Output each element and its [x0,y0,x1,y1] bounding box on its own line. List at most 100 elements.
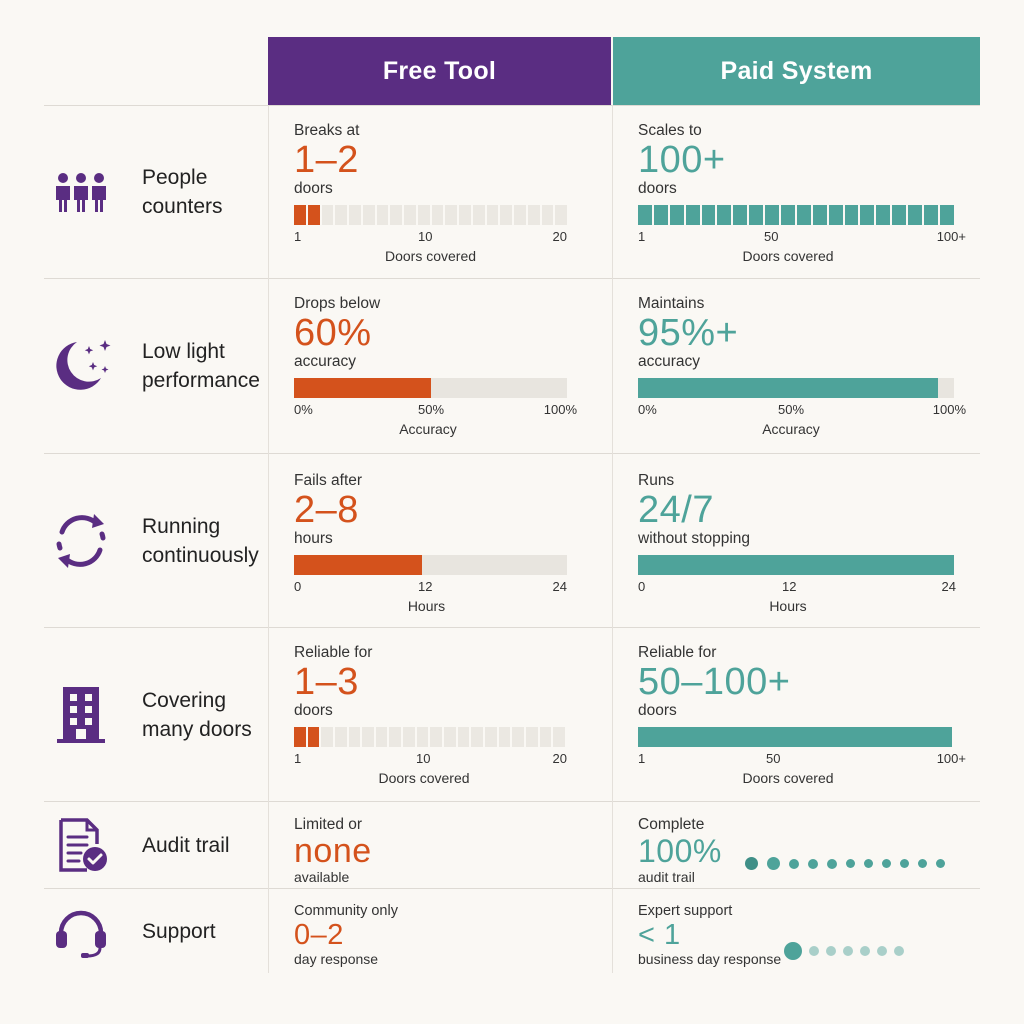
bar-segment [307,205,320,225]
tick-labels: 0% 50% 100% [294,402,577,418]
free-value: 2–8 [294,489,359,531]
bar-segment [765,205,780,225]
bar-segment [828,205,843,225]
bar-segment [749,205,764,225]
free-prefix: Community only [294,903,398,919]
category-label: Low light performance [142,340,260,392]
header-paid-system: Paid System [613,37,980,105]
dot [846,859,855,868]
paid-cell: Maintains 95%+ accuracy 0% 50% 100% Accu… [638,279,968,453]
free-suffix: available [294,869,350,885]
divider [44,801,980,802]
bar-segment [335,205,347,225]
divider [44,888,980,889]
free-cell: Community only 0–2 day response [294,889,574,973]
bar-segment [512,727,524,747]
bar-segment [416,727,429,747]
dot [843,946,853,956]
bar-segment [444,727,456,747]
category: Running continuously [44,454,268,627]
bar-segment [939,205,954,225]
bar-segment [294,205,306,225]
bar-segment [459,205,471,225]
bar-segment [733,205,748,225]
paid-value: 50–100+ [638,661,791,703]
moon-stars-icon [46,336,116,396]
category-label: Running continuously [142,514,259,567]
bar-segment [781,205,795,225]
dot [894,946,904,956]
bar-segment [321,727,333,747]
tick-label: 100+ [936,751,966,766]
header-free-tool: Free Tool [268,37,611,105]
free-prefix: Fails after [294,472,363,489]
support-dots [784,942,904,960]
bar-segment [472,205,485,225]
row-covering-many-doors: Covering many doors Reliable for 1–3 doo… [44,628,980,801]
bar-segment [431,205,444,225]
paid-prefix: Maintains [638,295,705,312]
bar-segment [924,205,938,225]
divider [44,105,980,106]
bar-segment [376,205,389,225]
paid-value: < 1 [638,919,681,951]
tick-labels: 0% 50% 100% [638,402,966,418]
bar-segment [403,727,415,747]
paid-cell: Expert support < 1 business day response [638,889,968,973]
category-label: Covering many doors [142,688,252,741]
column-divider [612,105,613,973]
tick-label: 10 [418,229,433,244]
paid-hours-bar [638,555,954,575]
bar-segment [294,727,306,747]
paid-suffix: audit trail [638,869,695,885]
tick-label: 12 [782,579,797,594]
tick-label: 0 [638,579,646,594]
tick-labels: 1 10 20 [294,229,567,245]
bar-segment [860,205,875,225]
category: Support [44,889,268,973]
tick-label: 12 [418,579,433,594]
paid-cell: Runs 24/7 without stopping 0 12 24 Hours [638,454,968,627]
bar-segment [321,205,334,225]
free-cell: Reliable for 1–3 doors 1 10 20 Doors cov… [294,628,574,801]
bar-segment [553,727,565,747]
free-value: none [294,832,372,870]
row-running-continuously: Running continuously Fails after 2–8 hou… [44,454,980,627]
bar-segment [669,205,684,225]
paid-value: 100% [638,833,722,869]
bar-segment [349,205,361,225]
bar-segment [555,205,567,225]
paid-bar-fill [638,727,952,747]
bar-segment [717,205,732,225]
bar-segment [844,205,859,225]
paid-prefix: Complete [638,816,705,833]
divider [44,453,980,454]
axis-label: Accuracy [762,421,820,437]
bar-segment [812,205,827,225]
free-prefix: Drops below [294,295,381,312]
bar-segment [484,727,497,747]
paid-prefix: Runs [638,472,675,489]
dot [826,946,836,956]
tick-label: 50% [778,402,805,417]
tick-label: 1 [638,751,646,766]
bar-segment [457,727,470,747]
tick-label: 50% [418,402,445,417]
dot [877,946,887,956]
axis-label: Doors covered [742,770,834,786]
bar-segment [389,727,402,747]
paid-suffix: accuracy [638,353,701,370]
axis-label: Accuracy [399,421,457,437]
dot [864,859,873,868]
tick-label: 20 [552,751,567,766]
axis-label: Doors covered [742,248,834,264]
tick-label: 0% [294,402,313,417]
category: People counters [44,106,268,278]
bar-segment [541,205,554,225]
building-icon [46,685,116,745]
axis-label: Hours [407,598,446,614]
category: Low light performance [44,279,268,453]
free-prefix: Limited or [294,816,363,833]
free-hours-bar [294,555,567,575]
row-audit-trail: Audit trail Limited or none available Co… [44,802,980,888]
